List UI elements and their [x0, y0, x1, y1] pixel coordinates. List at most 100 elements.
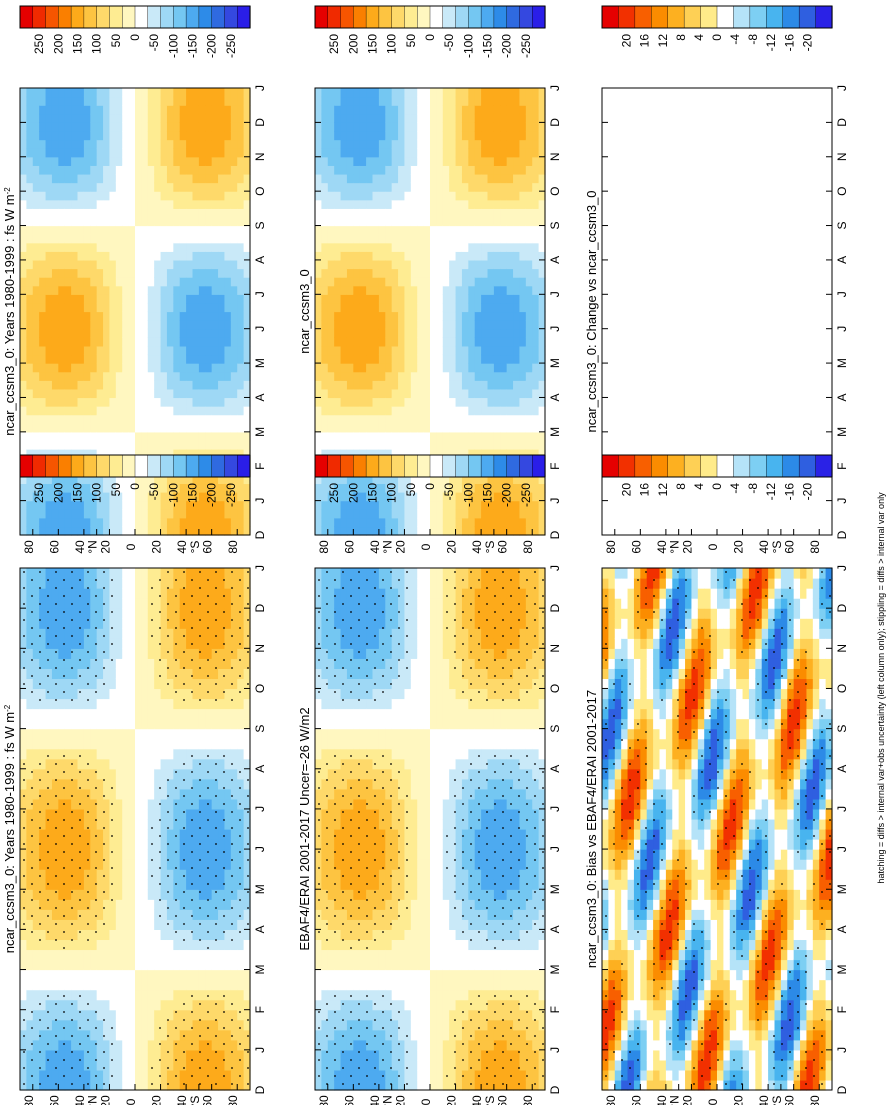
- heat-cell: [230, 869, 238, 880]
- stipple-dot: [350, 787, 352, 789]
- stipple-dot: [183, 891, 185, 893]
- stipple-dot: [183, 683, 185, 685]
- heat-cell: [481, 808, 489, 820]
- heat-cell: [353, 1029, 361, 1041]
- heat-cell: [205, 839, 213, 850]
- heat-cell: [506, 788, 514, 800]
- heat-cell: [198, 1039, 206, 1051]
- heat-cell: [404, 849, 412, 860]
- heat-cell: [198, 919, 206, 930]
- stipple-dot: [23, 875, 25, 877]
- stipple-dot: [95, 915, 97, 917]
- heat-cell: [115, 628, 123, 639]
- heat-cell: [51, 588, 59, 599]
- stipple-dot: [191, 691, 193, 693]
- stipple-dot: [454, 667, 456, 669]
- heat-cell: [237, 1049, 245, 1061]
- heat-cell: [147, 1039, 155, 1051]
- heat-cell: [500, 829, 508, 840]
- heat-cell: [230, 638, 238, 649]
- heat-cell: [385, 829, 393, 840]
- heat-cell: [224, 638, 232, 649]
- heat-cell: [506, 588, 514, 599]
- stipple-dot: [454, 651, 456, 653]
- heat-cell: [430, 959, 437, 971]
- stipple-dot: [87, 571, 89, 573]
- heat-cell: [58, 698, 66, 710]
- heat-cell: [45, 1029, 53, 1041]
- heat-cell: [423, 979, 431, 991]
- heat-cell: [103, 1059, 111, 1071]
- heat-cell: [327, 598, 335, 609]
- heat-cell: [96, 899, 104, 910]
- heat-cell: [96, 869, 104, 880]
- month-label: D: [253, 603, 267, 612]
- heat-cell: [160, 1009, 168, 1021]
- stipple-dot: [462, 1043, 464, 1045]
- heat-cell: [353, 1039, 361, 1051]
- heat-cell: [315, 909, 322, 920]
- stipple-dot: [199, 827, 201, 829]
- heat-cell: [442, 728, 450, 740]
- heat-cell: [237, 1069, 245, 1081]
- stipple-dot: [95, 1043, 97, 1045]
- heat-cell: [468, 628, 476, 639]
- heat-cell: [340, 979, 348, 991]
- heat-cell: [449, 728, 457, 740]
- heat-cell: [321, 588, 329, 599]
- heat-cell: [90, 768, 98, 780]
- heat-cell: [468, 939, 476, 951]
- stipple-dot: [223, 899, 225, 901]
- heat-cell: [218, 1079, 226, 1091]
- heat-cell: [45, 1009, 53, 1021]
- stipple-dot: [159, 1075, 161, 1077]
- heat-cell: [186, 578, 194, 589]
- stipple-dot: [151, 875, 153, 877]
- heat-cell: [237, 648, 245, 659]
- stipple-dot: [31, 611, 33, 613]
- stipple-dot: [326, 1035, 328, 1037]
- heat-cell: [442, 939, 450, 951]
- heat-cell: [243, 758, 251, 770]
- heat-cell: [378, 899, 386, 910]
- heat-cell: [166, 638, 174, 649]
- heat-cell: [115, 748, 123, 760]
- heat-cell: [340, 758, 348, 770]
- stipple-dot: [191, 611, 193, 613]
- heat-cell: [449, 708, 457, 720]
- heat-cell: [327, 728, 335, 740]
- heat-cell: [493, 718, 501, 730]
- stipple-dot: [159, 611, 161, 613]
- heat-cell: [205, 598, 213, 609]
- heat-cell: [64, 1029, 72, 1041]
- heat-cell: [340, 788, 348, 800]
- heat-cell: [39, 738, 47, 750]
- heat-cell: [455, 1009, 463, 1021]
- stipple-dot: [215, 587, 217, 589]
- heat-cell: [378, 939, 386, 951]
- heat-cell: [192, 798, 200, 810]
- heat-cell: [372, 929, 380, 941]
- heat-cell: [461, 738, 469, 750]
- stipple-dot: [478, 1011, 480, 1013]
- heat-cell: [45, 1019, 53, 1031]
- heat-cell: [474, 598, 482, 609]
- heat-cell: [366, 658, 374, 669]
- heat-cell: [83, 708, 91, 720]
- stipple-dot: [406, 667, 408, 669]
- stipple-dot: [318, 915, 320, 917]
- heat-cell: [410, 758, 418, 770]
- heat-cell: [71, 999, 79, 1011]
- heat-cell: [493, 1059, 501, 1071]
- heat-cell: [398, 969, 406, 981]
- stipple-dot: [526, 643, 528, 645]
- heat-cell: [109, 899, 117, 910]
- heat-cell: [160, 798, 168, 810]
- heat-cell: [237, 728, 245, 740]
- stipple-dot: [382, 771, 384, 773]
- heat-cell: [32, 949, 40, 961]
- heat-cell: [128, 949, 136, 961]
- stipple-dot: [478, 771, 480, 773]
- stipple-dot: [366, 947, 368, 949]
